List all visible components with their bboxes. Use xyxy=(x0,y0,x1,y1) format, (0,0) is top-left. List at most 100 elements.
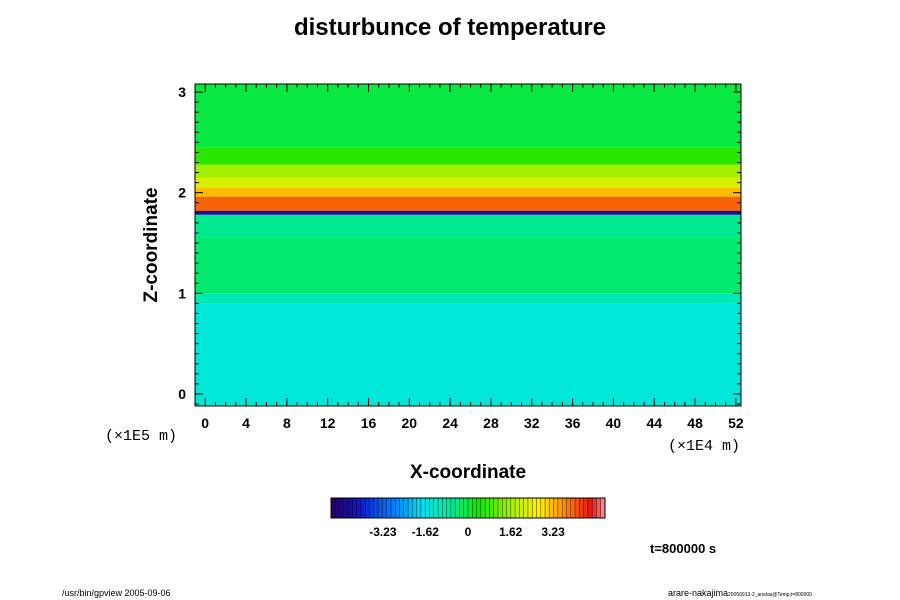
colorbar-cell xyxy=(433,498,439,518)
colorbar-cell xyxy=(408,498,413,518)
colorbar-cell xyxy=(575,498,580,518)
colorbar-cell xyxy=(497,498,503,518)
colorbar-cell xyxy=(446,498,452,518)
field-band-1 xyxy=(195,147,741,165)
colorbar xyxy=(330,497,606,519)
colorbar-cell xyxy=(395,498,400,518)
colorbar-cell xyxy=(425,498,430,518)
colorbar-cell xyxy=(583,498,589,518)
field-band-3 xyxy=(195,177,741,188)
colorbar-cell xyxy=(545,498,550,518)
field-band-8 xyxy=(195,237,741,294)
colorbar-cell xyxy=(506,498,512,518)
colorbar-cell xyxy=(335,498,340,518)
colorbar-cell xyxy=(493,498,499,518)
x-tick-label: 0 xyxy=(201,415,209,431)
footer-right-small: 20050913-2_anelas@Temp,t=800000 xyxy=(728,592,812,598)
field-band-2 xyxy=(195,164,741,178)
field-band-5 xyxy=(195,196,741,211)
colorbar-tick-label: -1.62 xyxy=(412,525,440,539)
colorbar-tick-label: 1.62 xyxy=(499,525,523,539)
colorbar-cell xyxy=(570,498,576,518)
colorbar-tick-label: 3.23 xyxy=(541,525,565,539)
colorbar-cell xyxy=(429,498,435,518)
colorbar-cell xyxy=(532,498,537,518)
field-band-7 xyxy=(195,214,741,238)
colorbar-tick-label: 0 xyxy=(465,525,472,539)
x-tick-label: 52 xyxy=(728,415,744,431)
colorbar-cell xyxy=(412,498,417,518)
x-unit-label: (×1E4 m) xyxy=(668,438,740,455)
colorbar-cell xyxy=(455,498,460,518)
y-unit-label: (×1E5 m) xyxy=(105,428,177,445)
footer-right: arare-nakajima20050913-2_anelas@Temp,t=8… xyxy=(668,588,812,598)
field-band-9 xyxy=(195,293,741,304)
colorbar-tick-labels: -3.23 -1.62 0 1.62 3.23 xyxy=(369,525,565,539)
x-tick-label: 8 xyxy=(283,415,291,431)
colorbar-cell xyxy=(352,498,357,518)
colorbar-cell xyxy=(587,498,593,518)
field-band-4 xyxy=(195,187,741,197)
field-band-10 xyxy=(195,303,741,406)
colorbar-cell xyxy=(442,498,447,518)
x-tick-label: 48 xyxy=(687,415,703,431)
colorbar-cell xyxy=(553,498,559,518)
y-tick-label: 0 xyxy=(178,386,186,402)
x-tick-label: 16 xyxy=(361,415,377,431)
colorbar-cell xyxy=(515,498,520,518)
colorbar-cell xyxy=(536,498,542,518)
colorbar-cell xyxy=(420,498,426,518)
field-band-0 xyxy=(195,84,741,148)
colorbar-cell xyxy=(343,498,349,518)
colorbar-cell xyxy=(373,498,379,518)
x-tick-label: 24 xyxy=(442,415,458,431)
colorbar-cell xyxy=(360,498,366,518)
colorbar-cell xyxy=(510,498,516,518)
colorbar-cell xyxy=(378,498,383,518)
footer-left: /usr/bin/gpview 2005-09-06 xyxy=(62,588,171,598)
colorbar-cell xyxy=(600,498,606,518)
plot-frame xyxy=(194,83,742,407)
colorbar-frame xyxy=(330,497,606,519)
x-tick-labels: 0 4 8 12 16 20 24 28 32 36 40 44 48 52 xyxy=(201,415,744,431)
colorbar-cell xyxy=(416,498,422,518)
chart-title: disturbunce of temperature xyxy=(293,14,607,41)
x-tick-label: 20 xyxy=(402,415,418,431)
colorbar-cell xyxy=(386,498,392,518)
x-tick-label: 12 xyxy=(320,415,336,431)
y-axis-title: Z-coordinate xyxy=(141,187,162,302)
x-tick-label: 28 xyxy=(483,415,499,431)
x-tick-label: 32 xyxy=(524,415,540,431)
y-tick-label: 2 xyxy=(178,185,186,201)
colorbar-cell xyxy=(557,498,563,518)
colorbar-cell xyxy=(390,498,396,518)
temperature-field xyxy=(195,84,741,406)
x-tick-label: 36 xyxy=(565,415,581,431)
axis-ticks xyxy=(194,84,741,406)
colorbar-cell xyxy=(459,498,465,518)
time-label: t=800000 s xyxy=(650,541,716,556)
y-tick-labels: 0 1 2 3 xyxy=(178,84,186,402)
y-tick-label: 3 xyxy=(178,84,186,100)
colorbar-cell xyxy=(463,498,469,518)
colorbar-cell xyxy=(540,498,546,518)
colorbar-cell xyxy=(502,498,507,518)
colorbar-cell xyxy=(476,498,482,518)
colorbar-cell xyxy=(348,498,353,518)
x-tick-label: 44 xyxy=(646,415,662,431)
field-band-6 xyxy=(195,210,741,215)
x-axis-title: X-coordinate xyxy=(410,462,526,483)
colorbar-cell xyxy=(331,498,336,518)
colorbar-cell xyxy=(566,498,572,518)
colorbar-cell xyxy=(356,498,362,518)
colorbar-cell xyxy=(549,498,554,518)
colorbar-cell xyxy=(382,498,387,518)
colorbar-cell xyxy=(438,498,443,518)
x-tick-label: 4 xyxy=(242,415,250,431)
colorbar-cell xyxy=(480,498,486,518)
colorbar-cell xyxy=(468,498,473,518)
colorbar-cell xyxy=(472,498,477,518)
colorbar-cell xyxy=(527,498,533,518)
colorbar-tick-label: -3.23 xyxy=(369,525,397,539)
